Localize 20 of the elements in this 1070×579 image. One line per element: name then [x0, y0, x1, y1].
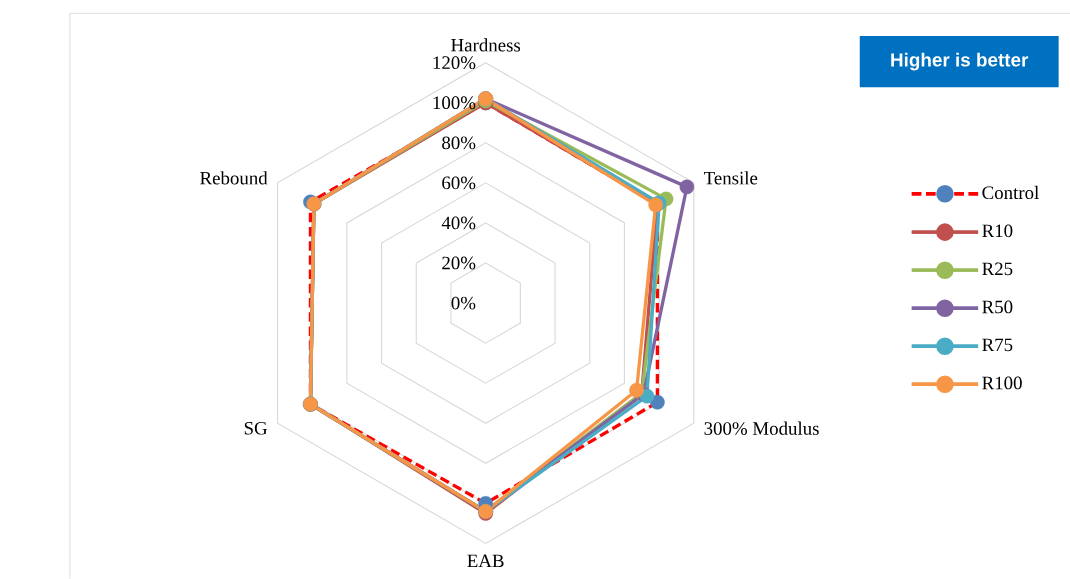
y-tick-label: 40%: [441, 216, 476, 230]
spoke-label: 300% Modulus: [704, 421, 819, 436]
legend-label: R10: [982, 224, 1013, 238]
y-tick-label: 20%: [442, 256, 476, 270]
y-tick-label: 120%: [433, 56, 476, 70]
text: Higher is better: [891, 52, 1029, 71]
legend-label: R100: [982, 376, 1022, 390]
legend-label: R75: [982, 338, 1013, 352]
y-tick-label: 60%: [442, 176, 476, 190]
spoke-label: Rebound: [200, 171, 268, 185]
spoke-label: Tensile: [703, 171, 758, 185]
legend-label: R25: [982, 262, 1013, 276]
y-tick-label: 80%: [442, 136, 476, 150]
y-tick-label: 100%: [433, 96, 476, 110]
spoke-label: EAB: [467, 554, 504, 568]
spoke-label: Hardness: [451, 38, 521, 52]
legend-label: Control: [982, 185, 1039, 200]
spoke-label: SG: [244, 422, 268, 435]
y-tick-label: 0%: [451, 296, 476, 310]
legend-label: R50: [982, 300, 1013, 314]
